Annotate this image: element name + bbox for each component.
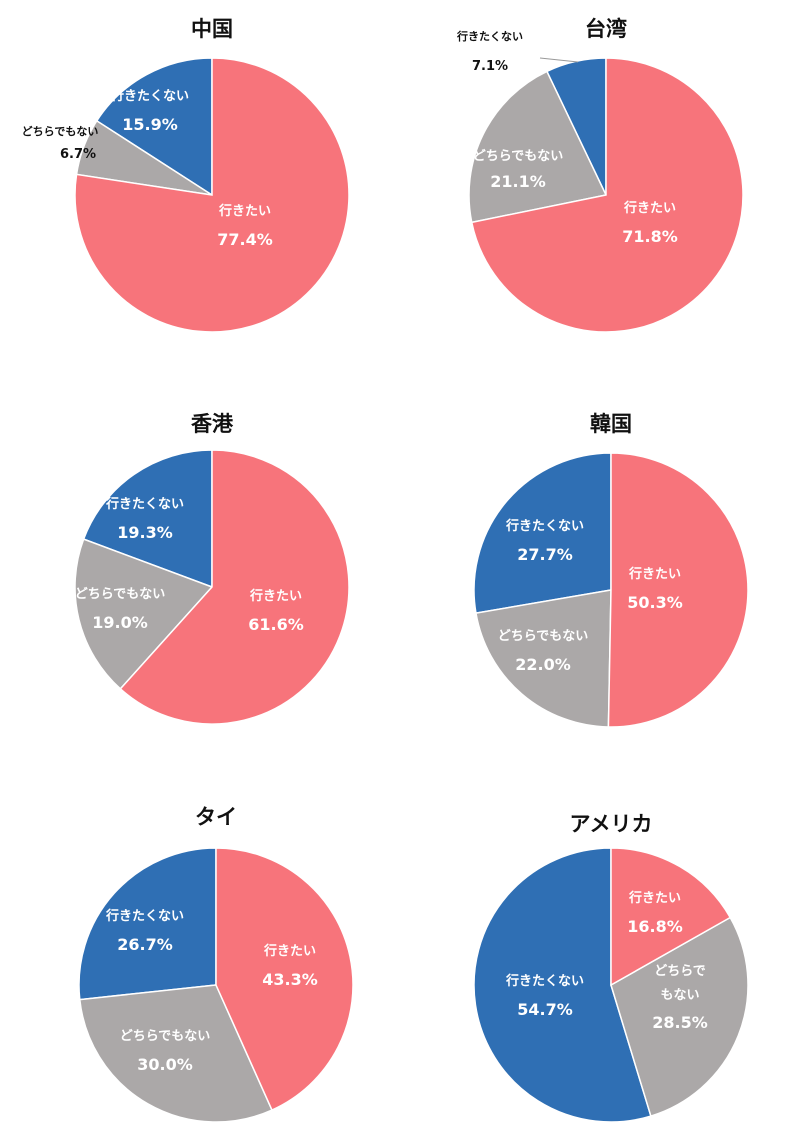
slice-label: どちらでもない [22, 125, 99, 138]
pie-slice-want [470, 57, 744, 333]
pie-slice-want [74, 57, 350, 333]
pie-slice-want [607, 452, 749, 728]
slice-value: 6.7% [60, 147, 96, 162]
slice-label: どちらでもない [498, 629, 589, 644]
slice-label: 行きたい [249, 588, 302, 604]
slice-value: 26.7% [117, 935, 173, 954]
slice-label: 行きたくない [105, 908, 184, 924]
pie-slice-notwant [95, 57, 213, 197]
slice-value: 27.7% [517, 545, 573, 564]
slice-value: 22.0% [515, 655, 571, 674]
slice-label: 行きたい [623, 200, 676, 216]
pie-slice-notwant [473, 847, 652, 1123]
slice-label: どちらで [654, 964, 706, 979]
slice-value: 19.3% [117, 523, 173, 542]
slice-value: 21.1% [490, 172, 546, 191]
pie-slice-neutral [74, 538, 214, 690]
slice-label: 行きたい [218, 203, 271, 219]
chart-title: 香港 [191, 412, 234, 436]
pie-slice-want [215, 847, 354, 1112]
slice-value: 7.1% [472, 59, 508, 74]
slice-label: 行きたくない [456, 29, 523, 43]
slice-label: 行きたくない [505, 518, 584, 534]
slice-value: 50.3% [627, 593, 683, 612]
slice-value: 43.3% [262, 970, 318, 989]
slice-label: 行きたい [628, 566, 681, 582]
pie-slice-neutral [78, 984, 273, 1123]
slice-value: 71.8% [622, 227, 678, 246]
slice-label: 行きたい [263, 943, 316, 959]
slice-label: どちらでもない [473, 149, 564, 164]
chart-title: アメリカ [570, 812, 653, 836]
slice-value: 54.7% [517, 1000, 573, 1019]
slice-label: どちらでもない [120, 1029, 211, 1044]
pie-slice-notwant [473, 452, 612, 614]
chart-title: 中国 [191, 17, 233, 41]
pie-slice-want [119, 449, 350, 725]
pie-slice-notwant [82, 449, 213, 589]
pie-slice-neutral [610, 916, 749, 1118]
slice-label: 行きたくない [110, 88, 189, 104]
slice-value: 61.6% [248, 615, 304, 634]
pie-slice-neutral [468, 70, 608, 224]
slice-label: 行きたくない [105, 496, 184, 512]
slice-value: 77.4% [217, 230, 273, 249]
pie-slice-notwant [78, 847, 217, 1001]
slice-value: 28.5% [652, 1013, 708, 1032]
slice-label: もない [660, 988, 699, 1003]
chart-title: タイ [195, 805, 237, 829]
chart-title: 台湾 [585, 17, 627, 41]
leader-line [539, 57, 579, 63]
slice-label: どちらでもない [75, 587, 166, 602]
slice-label: 行きたくない [505, 973, 584, 989]
slice-value: 16.8% [627, 917, 683, 936]
pie-slice-neutral [475, 589, 612, 728]
slice-value: 19.0% [92, 613, 148, 632]
pie-slice-want [610, 847, 732, 987]
chart-title: 韓国 [590, 412, 632, 436]
slice-label: 行きたい [628, 890, 681, 906]
slice-value: 30.0% [137, 1055, 193, 1074]
slice-value: 15.9% [122, 115, 178, 134]
